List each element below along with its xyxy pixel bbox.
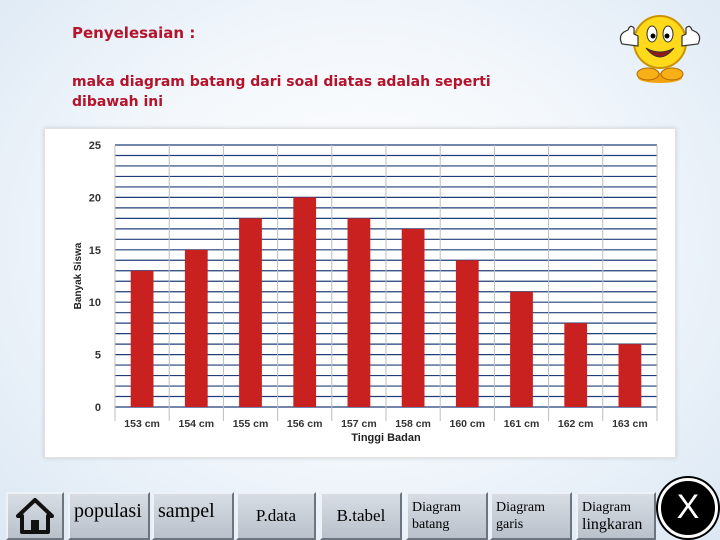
y-tick-label: 0: [95, 402, 101, 414]
bar: [347, 218, 371, 407]
y-tick-label: 10: [89, 297, 101, 309]
populasi-button[interactable]: populasi: [68, 492, 150, 540]
smiley-thumbs-up-icon: [619, 15, 701, 83]
x-tick-label: 156 cm: [287, 418, 323, 430]
bar: [510, 291, 533, 407]
pdata-button[interactable]: P.data: [236, 492, 316, 540]
x-tick-label: 163 cm: [612, 418, 648, 430]
diagram-batang-label-1: Diagram: [412, 500, 461, 515]
btabel-button[interactable]: B.tabel: [320, 492, 402, 540]
x-tick-label: 162 cm: [558, 418, 594, 430]
y-tick-label: 20: [89, 192, 101, 204]
sampel-button[interactable]: sampel: [152, 492, 234, 540]
page-description: maka diagram batang dari soal diatas ada…: [72, 74, 491, 110]
diagram-lingkaran-label-2: lingkaran: [582, 516, 643, 533]
bar: [239, 218, 262, 407]
page-title: Penyelesaian :: [72, 24, 196, 42]
x-tick-label: 160 cm: [449, 418, 485, 430]
bar-chart: 0 5 10 15 20 25 153 cm 154 cm 155 cm 156 cm 157 cm…: [44, 128, 676, 458]
bar: [618, 344, 642, 407]
x-axis-label: Tinggi Badan: [351, 432, 421, 444]
diagram-garis-button[interactable]: Diagram garis: [490, 492, 572, 540]
bar: [130, 270, 154, 407]
diagram-garis-label-2: garis: [496, 517, 524, 532]
x-tick-label: 161 cm: [504, 418, 540, 430]
x-tick-label: 153 cm: [124, 418, 160, 430]
navigation-bar: populasi sampel P.data B.tabel Diagram b…: [0, 488, 720, 540]
diagram-garis-label-1: Diagram: [496, 500, 545, 515]
diagram-batang-button[interactable]: Diagram batang: [406, 492, 488, 540]
bar: [293, 197, 317, 407]
diagram-lingkaran-button[interactable]: Diagram lingkaran: [576, 492, 656, 540]
x-tick-label: 155 cm: [233, 418, 269, 430]
diagram-batang-label-2: batang: [412, 517, 450, 532]
bar: [455, 260, 479, 407]
y-axis-label: Banyak Siswa: [73, 242, 84, 309]
bar: [401, 228, 425, 407]
home-button[interactable]: [6, 492, 64, 540]
x-tick-label: 157 cm: [341, 418, 377, 430]
bar-chart-canvas: 0 5 10 15 20 25 153 cm 154 cm 155 cm 156 cm 157 cm…: [73, 140, 658, 444]
y-tick-label: 25: [89, 140, 101, 152]
y-tick-label: 5: [95, 350, 101, 362]
diagram-lingkaran-label-1: Diagram: [582, 500, 631, 515]
bar: [184, 249, 208, 407]
bar: [564, 323, 588, 407]
close-button[interactable]: X: [658, 478, 718, 538]
y-tick-label: 15: [89, 245, 101, 257]
x-tick-label: 158 cm: [395, 418, 431, 430]
x-tick-label: 154 cm: [178, 418, 214, 430]
home-icon: [16, 498, 54, 534]
